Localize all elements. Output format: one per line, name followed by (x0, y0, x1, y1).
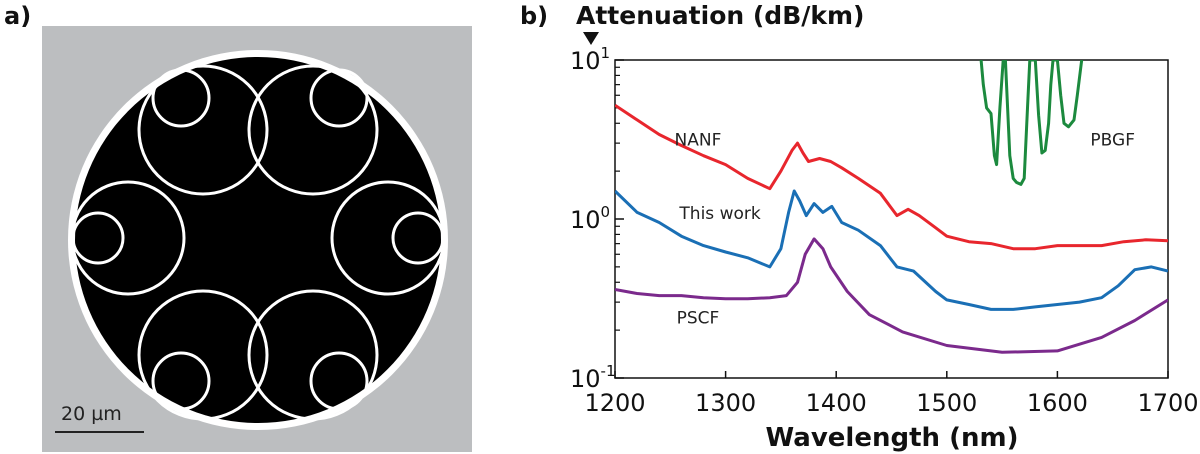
scale-bar-label: 20 µm (61, 403, 122, 425)
y-tick-label: 101 (570, 44, 610, 75)
x-tick-label: 1400 (806, 389, 867, 417)
series-annotation: This work (678, 204, 760, 224)
y-axis-title: Attenuation (dB/km) (576, 1, 864, 30)
y-tick-base: 10 (570, 365, 601, 393)
y-tick-base: 10 (570, 206, 601, 234)
x-tick-label: 1200 (584, 389, 645, 417)
x-tick-label: 1300 (695, 389, 756, 417)
series-line-nanf (615, 105, 1168, 249)
series-line-pbgf (981, 60, 1082, 184)
x-axis-title: Wavelength (nm) (766, 423, 1019, 453)
x-tick-label: 1600 (1027, 389, 1088, 417)
series-line-pscf (615, 239, 1168, 352)
x-tick-label: 1700 (1137, 389, 1198, 417)
panel-a-label: a) (4, 2, 31, 30)
series-annotation: PSCF (677, 309, 720, 329)
fiber-cross-section: 20 µm (42, 26, 472, 452)
y-tick-label: 100 (570, 203, 610, 234)
y-tick-exponent: 0 (601, 203, 611, 221)
series-annotation: PBGF (1090, 130, 1135, 150)
core-circle (75, 57, 441, 423)
series-annotation: NANF (675, 130, 722, 150)
y-tick-exponent: -1 (601, 362, 616, 380)
y-axis-arrow-icon (583, 32, 599, 45)
x-tick-label: 1500 (916, 389, 977, 417)
y-tick-base: 10 (570, 47, 601, 75)
panel-b-label: b) (520, 2, 548, 30)
y-tick-exponent: 1 (601, 44, 611, 62)
